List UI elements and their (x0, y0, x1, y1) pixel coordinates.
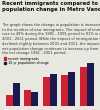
Legend: recent immigrants, 10 yr population change: recent immigrants, 10 yr population chan… (4, 57, 49, 65)
Bar (68, 72, 75, 106)
Text: The graph shows the change in population is increasingly tied
to the number of n: The graph shows the change in population… (2, 23, 100, 56)
Bar (31, 92, 38, 106)
Bar (6, 95, 13, 106)
Bar (43, 77, 50, 106)
Bar (50, 74, 57, 106)
Bar (87, 63, 94, 106)
Bar (13, 83, 20, 106)
Text: Recent immigrants compared to the 10 yr.
population change in Metro Vancouver: Recent immigrants compared to the 10 yr.… (2, 1, 100, 12)
Bar (24, 90, 31, 106)
Bar (61, 75, 68, 106)
Bar (80, 67, 87, 106)
